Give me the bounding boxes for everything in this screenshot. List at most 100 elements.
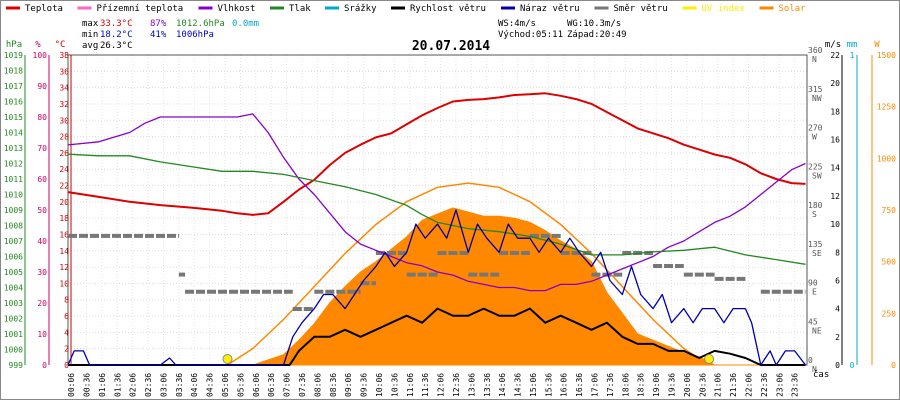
dir-compass-label: NE (812, 326, 822, 335)
w-tick-label: 1000 (877, 154, 896, 163)
temp-tick-label: 30 (59, 116, 69, 125)
pct-tick-label: 70 (37, 144, 47, 153)
temp-tick-label: 0 (64, 361, 69, 370)
w-axis-title: W (874, 40, 880, 50)
hpa-tick-label: 1011 (4, 175, 23, 184)
hpa-tick-label: 999 (9, 361, 24, 370)
temp-axis-title: °C (55, 40, 66, 50)
series-vlhkost-line (67, 113, 806, 292)
x-tick-label: 05:36 (236, 373, 245, 397)
x-tick-label: 13:36 (483, 373, 492, 397)
dir-compass-label: W (812, 133, 817, 142)
dir-tick-label: 45 (808, 317, 818, 326)
stat-min-temp: 18.2°C (100, 30, 133, 40)
x-tick-label: 05:06 (221, 373, 230, 397)
mm-tick-label: 1 (850, 51, 855, 60)
x-tick-label: 21:06 (714, 373, 723, 397)
stat-max-label: max (82, 19, 99, 29)
dir-compass-label: SE (812, 249, 822, 258)
x-tick-label: 07:36 (298, 373, 307, 397)
ms-tick-label: 8 (835, 248, 840, 257)
temp-tick-label: 12 (59, 263, 69, 272)
dir-compass-label: N (812, 55, 817, 64)
x-tick-label: 19:36 (668, 373, 677, 397)
w-tick-label: 1250 (877, 103, 896, 112)
x-tick-label: 04:36 (206, 373, 215, 397)
x-tick-label: 02:06 (129, 373, 138, 397)
dir-tick-label: 0 (808, 356, 813, 365)
stat-avg-label: avg (82, 41, 98, 51)
pct-tick-label: 40 (37, 237, 47, 246)
legend-label: Rychlost větru (410, 4, 486, 14)
temp-tick-label: 26 (59, 149, 69, 158)
x-tick-label: 10:36 (390, 373, 399, 397)
axes: hPa9991000100110021003100410051006100710… (4, 40, 896, 397)
series-teplota-line (67, 92, 806, 216)
x-tick-label: 06:06 (252, 373, 261, 397)
temp-tick-label: 32 (59, 100, 69, 109)
hpa-tick-label: 1016 (4, 98, 23, 107)
hpa-tick-label: 1005 (4, 268, 23, 277)
temp-tick-label: 34 (59, 84, 69, 93)
stat-min-press: 1006hPa (176, 30, 214, 40)
temp-tick-label: 2 (64, 345, 69, 354)
uv-marker (704, 354, 715, 364)
legend-label: Solar (779, 4, 807, 14)
series-solar-area (68, 207, 806, 366)
x-tick-label: 10:06 (375, 373, 384, 397)
hpa-tick-label: 1000 (4, 346, 23, 355)
legend-label: Tlak (289, 4, 311, 14)
x-tick-label: 20:06 (683, 373, 692, 397)
x-tick-label: 00:06 (67, 373, 76, 397)
stats-block: max 33.3°C 87% 1012.6hPa 0.0mm min 18.2°… (82, 19, 627, 51)
x-tick-label: 20:36 (698, 373, 707, 397)
dir-tick-label: 315 (808, 85, 823, 94)
x-tick-label: 23:36 (791, 373, 800, 397)
hpa-tick-label: 1004 (4, 284, 23, 293)
x-tick-label: 02:36 (144, 373, 153, 397)
ms-tick-label: 12 (830, 192, 840, 201)
x-tick-label: 18:36 (637, 373, 646, 397)
dir-compass-label: SW (812, 171, 822, 180)
x-tick-label: 12:06 (437, 373, 446, 397)
w-tick-label: 250 (882, 309, 897, 318)
stat-ws: WS:4m/s (498, 19, 536, 29)
mm-axis-title: mm (847, 40, 858, 50)
stat-wg: WG:10.3m/s (567, 19, 621, 29)
hpa-tick-label: 1015 (4, 113, 23, 122)
stat-max-rain: 0.0mm (232, 19, 259, 29)
hpa-tick-label: 1003 (4, 299, 23, 308)
legend-label: Náraz větru (520, 4, 580, 14)
temp-tick-label: 28 (59, 133, 69, 142)
x-tick-label: 14:36 (514, 373, 523, 397)
x-tick-label: 07:06 (283, 373, 292, 397)
ms-tick-label: 6 (835, 276, 840, 285)
x-tick-label: 03:06 (159, 373, 168, 397)
hpa-tick-label: 1009 (4, 206, 23, 215)
chart-title: 20.07.2014 (412, 39, 490, 54)
hpa-axis-title: hPa (6, 40, 22, 50)
ms-tick-label: 22 (830, 51, 840, 60)
pct-tick-label: 30 (37, 268, 47, 277)
hpa-tick-label: 1013 (4, 144, 23, 153)
dir-tick-label: 180 (808, 201, 823, 210)
x-tick-label: 12:36 (452, 373, 461, 397)
temp-tick-label: 20 (59, 198, 69, 207)
x-tick-label: 00:36 (82, 373, 91, 397)
dir-compass-label: S (812, 210, 817, 219)
stat-max-hum: 87% (150, 19, 167, 29)
x-tick-label: 16:36 (575, 373, 584, 397)
x-tick-label: 21:36 (729, 373, 738, 397)
x-tick-label: 22:06 (744, 373, 753, 397)
ms-tick-label: 10 (830, 220, 840, 229)
x-axis-unit: čas (813, 369, 829, 380)
legend: Teplota Přízemní teplota Vlhkost Tlak Srážky… (6, 4, 806, 14)
x-tick-label: 18:06 (621, 373, 630, 397)
legend-label: Směr větru (614, 4, 668, 14)
x-tick-label: 17:36 (606, 373, 615, 397)
temp-tick-label: 22 (59, 182, 69, 191)
temp-tick-label: 38 (59, 51, 69, 60)
ms-tick-label: 14 (830, 164, 840, 173)
